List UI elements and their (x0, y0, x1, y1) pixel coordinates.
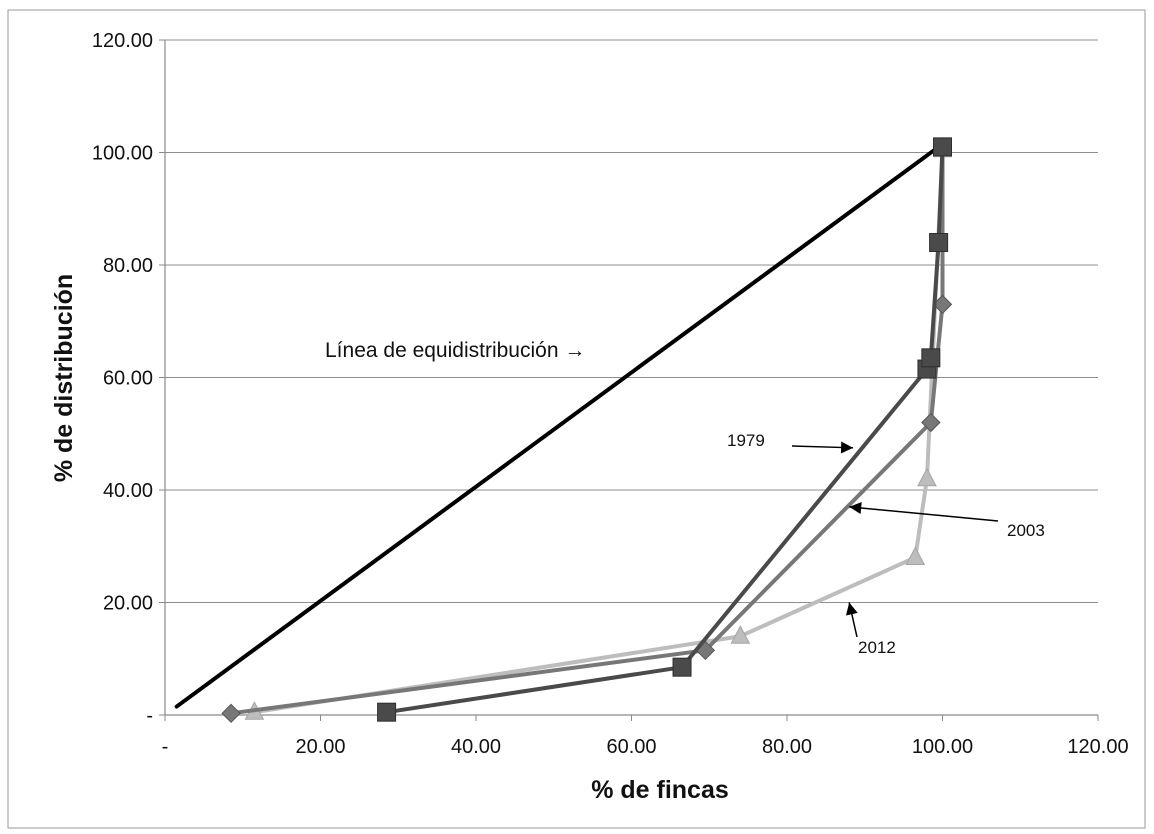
equidistribution-label: Línea de equidistribución → (325, 339, 585, 362)
x-tick-label-5: 100.00 (912, 736, 973, 758)
series-layer (221, 137, 953, 724)
x-tick-label-1: 20.00 (295, 736, 345, 758)
point-2012-1 (730, 625, 751, 644)
y-tick-label-0: - (146, 705, 153, 727)
point-2012-2 (905, 546, 926, 565)
y-tick-label-5: 100.00 (92, 143, 153, 165)
annotation-label-1979: 1979 (727, 431, 765, 450)
y-tick-label-3: 60.00 (103, 368, 153, 390)
equidistribution-layer: Línea de equidistribución → (174, 142, 945, 709)
x-tick-label-4: 80.00 (762, 736, 812, 758)
point-1979-3 (921, 348, 941, 368)
x-tick-label-3: 60.00 (606, 736, 656, 758)
equidistribution-line (174, 142, 945, 709)
annotation-label-2012: 2012 (858, 638, 896, 657)
annotation-arrowhead-2012 (845, 602, 858, 616)
annotation-arrow-2003 (849, 506, 999, 522)
y-axis-title: % de distribución (50, 274, 78, 482)
point-2003-2 (921, 412, 941, 433)
point-2012-3 (917, 467, 937, 487)
x-axis-title: % de fincas (591, 776, 729, 804)
point-1979-4 (929, 233, 949, 252)
point-1979-5 (933, 137, 952, 157)
point-1979-0 (377, 702, 397, 722)
annotation-label-2003: 2003 (1007, 521, 1045, 540)
annotation-layer: 1979 2003 2012 (727, 431, 1045, 657)
axis-layer (159, 39, 1099, 721)
y-tick-label-6: 120.00 (92, 30, 153, 52)
y-tick-label-4: 80.00 (103, 255, 153, 277)
x-tick-label-6: 120.00 (1067, 736, 1128, 758)
y-tick-label-1: 20.00 (103, 593, 153, 615)
x-tick-label-0: - (162, 736, 169, 758)
x-tick-labels: - 20.00 40.00 60.00 80.00 100.00 120.00 (162, 736, 1129, 758)
point-1979-1 (672, 657, 692, 677)
annotation-arrowhead-1979 (840, 441, 854, 454)
y-tick-label-2: 40.00 (103, 480, 153, 502)
point-2003-0 (221, 703, 241, 724)
x-tick-label-2: 40.00 (451, 736, 501, 758)
annotation-arrowhead-2003 (849, 502, 862, 514)
series-1979 (377, 137, 952, 722)
y-tick-labels: - 20.00 40.00 60.00 80.00 100.00 120.00 (92, 30, 153, 727)
